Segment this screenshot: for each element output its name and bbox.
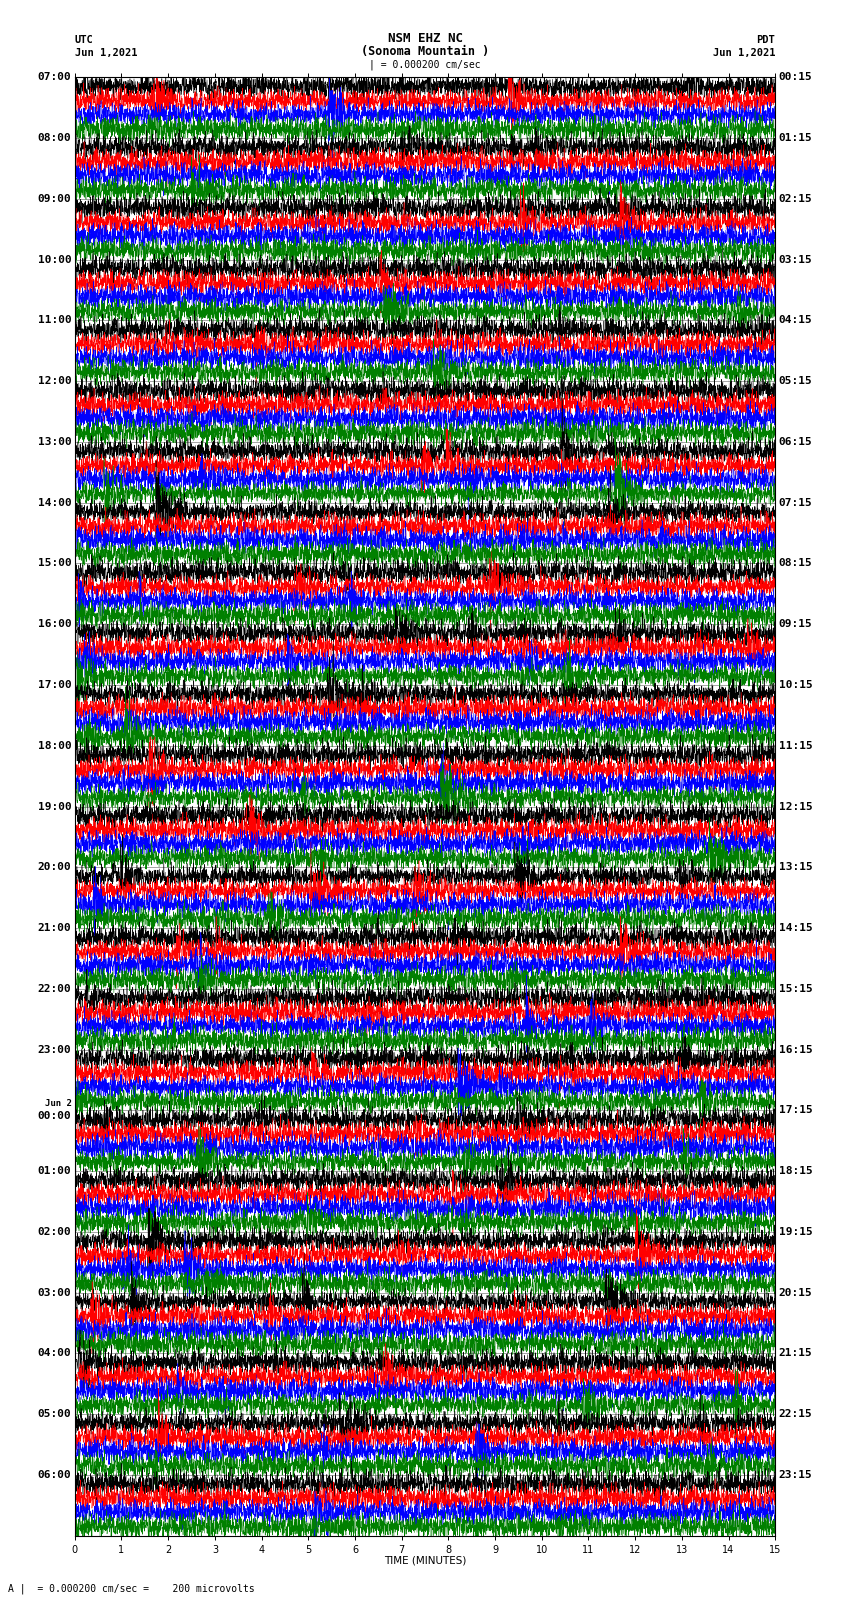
Text: 17:15: 17:15 bbox=[779, 1105, 813, 1115]
Text: 14:15: 14:15 bbox=[779, 923, 813, 932]
Text: 06:00: 06:00 bbox=[37, 1469, 71, 1479]
Text: 14:00: 14:00 bbox=[37, 498, 71, 508]
Text: 00:00: 00:00 bbox=[37, 1111, 71, 1121]
Text: NSM EHZ NC: NSM EHZ NC bbox=[388, 32, 462, 45]
Text: 13:00: 13:00 bbox=[37, 437, 71, 447]
Text: 11:00: 11:00 bbox=[37, 316, 71, 326]
Text: 00:15: 00:15 bbox=[779, 73, 813, 82]
Text: 22:15: 22:15 bbox=[779, 1410, 813, 1419]
Text: 16:15: 16:15 bbox=[779, 1045, 813, 1055]
Text: 23:15: 23:15 bbox=[779, 1469, 813, 1479]
Text: 18:00: 18:00 bbox=[37, 740, 71, 750]
Text: 01:00: 01:00 bbox=[37, 1166, 71, 1176]
Text: 12:00: 12:00 bbox=[37, 376, 71, 386]
Text: 07:15: 07:15 bbox=[779, 498, 813, 508]
Text: 08:15: 08:15 bbox=[779, 558, 813, 568]
Text: 18:15: 18:15 bbox=[779, 1166, 813, 1176]
Text: 10:15: 10:15 bbox=[779, 681, 813, 690]
Text: 01:15: 01:15 bbox=[779, 134, 813, 144]
Text: 05:15: 05:15 bbox=[779, 376, 813, 386]
Text: 05:00: 05:00 bbox=[37, 1410, 71, 1419]
Text: 21:00: 21:00 bbox=[37, 923, 71, 932]
Text: 07:00: 07:00 bbox=[37, 73, 71, 82]
Text: 10:00: 10:00 bbox=[37, 255, 71, 265]
Text: PDT: PDT bbox=[756, 35, 775, 45]
Text: Jun 2: Jun 2 bbox=[44, 1098, 71, 1108]
Text: 17:00: 17:00 bbox=[37, 681, 71, 690]
Text: 06:15: 06:15 bbox=[779, 437, 813, 447]
Text: 12:15: 12:15 bbox=[779, 802, 813, 811]
Text: Jun 1,2021: Jun 1,2021 bbox=[712, 48, 775, 58]
Text: UTC: UTC bbox=[75, 35, 94, 45]
Text: 02:00: 02:00 bbox=[37, 1227, 71, 1237]
Text: 09:15: 09:15 bbox=[779, 619, 813, 629]
Text: Jun 1,2021: Jun 1,2021 bbox=[75, 48, 138, 58]
Text: 19:15: 19:15 bbox=[779, 1227, 813, 1237]
Text: 20:00: 20:00 bbox=[37, 863, 71, 873]
Text: 11:15: 11:15 bbox=[779, 740, 813, 750]
Text: 04:00: 04:00 bbox=[37, 1348, 71, 1358]
Text: 21:15: 21:15 bbox=[779, 1348, 813, 1358]
Text: (Sonoma Mountain ): (Sonoma Mountain ) bbox=[361, 45, 489, 58]
Text: | = 0.000200 cm/sec: | = 0.000200 cm/sec bbox=[369, 60, 481, 71]
Text: 20:15: 20:15 bbox=[779, 1287, 813, 1297]
Text: 16:00: 16:00 bbox=[37, 619, 71, 629]
Text: 15:00: 15:00 bbox=[37, 558, 71, 568]
Text: 02:15: 02:15 bbox=[779, 194, 813, 203]
Text: 08:00: 08:00 bbox=[37, 134, 71, 144]
Text: 04:15: 04:15 bbox=[779, 316, 813, 326]
Text: 13:15: 13:15 bbox=[779, 863, 813, 873]
Text: 03:15: 03:15 bbox=[779, 255, 813, 265]
Text: 22:00: 22:00 bbox=[37, 984, 71, 994]
Text: 19:00: 19:00 bbox=[37, 802, 71, 811]
Text: A |  = 0.000200 cm/sec =    200 microvolts: A | = 0.000200 cm/sec = 200 microvolts bbox=[8, 1582, 255, 1594]
Text: 09:00: 09:00 bbox=[37, 194, 71, 203]
Text: 15:15: 15:15 bbox=[779, 984, 813, 994]
X-axis label: TIME (MINUTES): TIME (MINUTES) bbox=[384, 1557, 466, 1566]
Text: 03:00: 03:00 bbox=[37, 1287, 71, 1297]
Text: 23:00: 23:00 bbox=[37, 1045, 71, 1055]
